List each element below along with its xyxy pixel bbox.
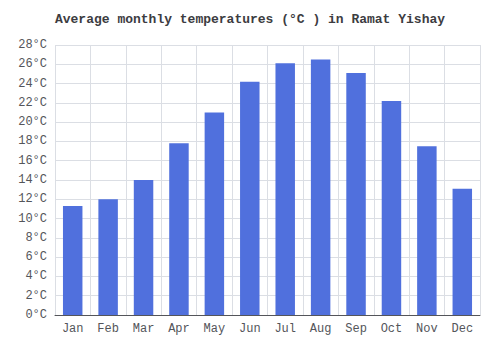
- svg-text:4°C: 4°C: [25, 269, 47, 283]
- svg-text:Apr: Apr: [168, 322, 190, 336]
- svg-text:22°C: 22°C: [18, 96, 47, 110]
- svg-text:Jun: Jun: [239, 322, 261, 336]
- svg-text:Nov: Nov: [416, 322, 438, 336]
- svg-text:Mar: Mar: [133, 322, 155, 336]
- svg-text:Average monthly temperatures (: Average monthly temperatures (°C ) in Ra…: [55, 12, 445, 27]
- svg-text:Dec: Dec: [451, 322, 473, 336]
- svg-text:14°C: 14°C: [18, 173, 47, 187]
- svg-text:12°C: 12°C: [18, 192, 47, 206]
- svg-text:Oct: Oct: [381, 322, 403, 336]
- svg-text:18°C: 18°C: [18, 134, 47, 148]
- svg-text:Jul: Jul: [274, 322, 296, 336]
- svg-text:10°C: 10°C: [18, 212, 47, 226]
- svg-text:6°C: 6°C: [25, 250, 47, 264]
- svg-text:28°C: 28°C: [18, 38, 47, 52]
- svg-text:20°C: 20°C: [18, 115, 47, 129]
- svg-text:16°C: 16°C: [18, 154, 47, 168]
- svg-text:8°C: 8°C: [25, 231, 47, 245]
- svg-text:Feb: Feb: [97, 322, 119, 336]
- svg-text:24°C: 24°C: [18, 77, 47, 91]
- svg-text:0°C: 0°C: [25, 308, 47, 322]
- svg-text:26°C: 26°C: [18, 57, 47, 71]
- svg-text:Sep: Sep: [345, 322, 367, 336]
- svg-text:May: May: [204, 322, 226, 336]
- svg-text:2°C: 2°C: [25, 289, 47, 303]
- svg-text:Aug: Aug: [310, 322, 332, 336]
- svg-text:Jan: Jan: [62, 322, 84, 336]
